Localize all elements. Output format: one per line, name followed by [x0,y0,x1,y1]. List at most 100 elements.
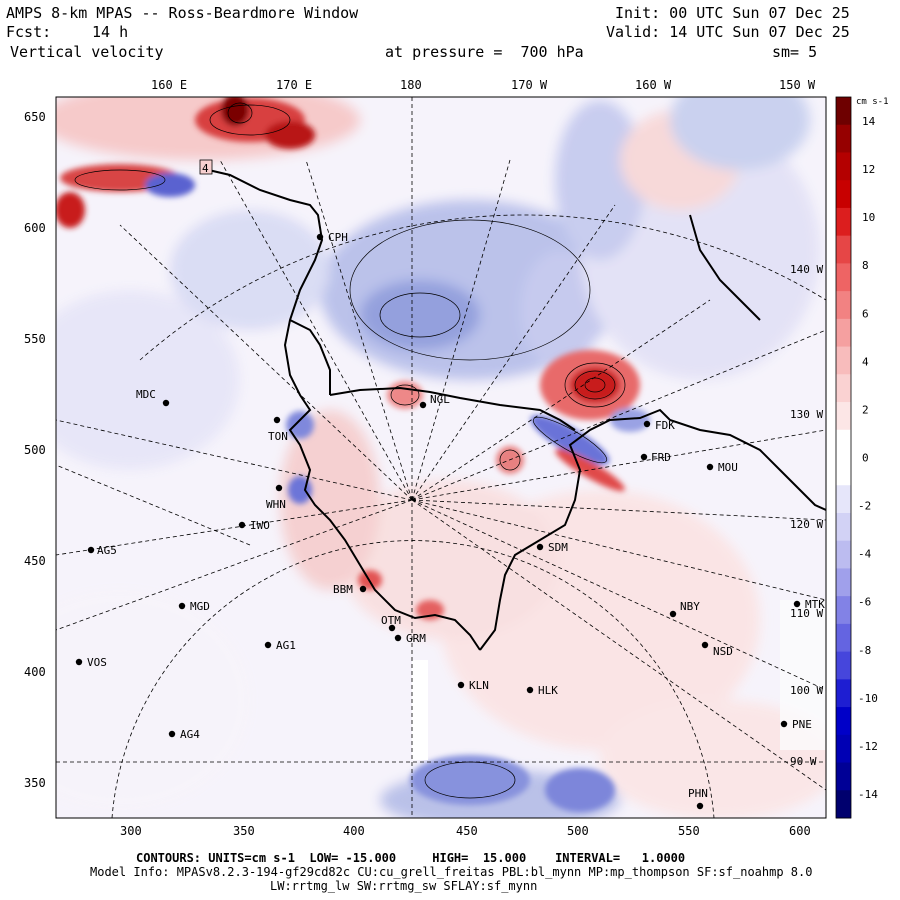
map-frame [55,96,827,819]
station-label: WHN [266,498,286,511]
colorbar-tick-label: -8 [858,644,871,657]
contours-interval: INTERVAL= 1.0000 [555,851,686,865]
left-axis-label: 350 [24,776,46,790]
contour-lines [74,102,626,799]
station-label: MGD [190,600,210,613]
station-frd[interactable]: FRD [640,451,671,464]
bottom-axis-label: 450 [456,824,478,838]
station-phn[interactable]: PHN [688,787,708,810]
bottom-axis-label: 400 [343,824,365,838]
colorbar-tick-label: -6 [858,596,871,609]
station-ngl[interactable]: NGL [419,393,450,409]
bottom-axis-label: 600 [789,824,811,838]
graticule-label: 140 W [790,263,823,276]
station-mtk[interactable]: MTK [793,598,825,611]
colorbar-swatch [836,623,851,653]
colorbar-tick-label: -4 [858,548,872,561]
colorbar-swatch [836,651,851,680]
station-mou[interactable]: MOU [706,461,738,474]
station-nby[interactable]: NBY [669,600,700,618]
station-label: PNE [792,718,812,731]
left-axis-label: 650 [24,110,46,124]
contours-info: CONTOURS: UNITS=cm s-1 LOW= -15.000 HIGH… [136,852,685,865]
left-axis-label: 400 [24,665,46,679]
bottom-axis-label: 500 [567,824,589,838]
station-hlk[interactable]: HLK [526,684,558,697]
station-label: MOU [718,461,738,474]
station-iwo[interactable]: IWO [238,519,270,532]
contours-high: HIGH= 15.000 [432,851,527,865]
colorbar-tick-label: -14 [858,788,878,801]
colorbar-tick-label: 10 [862,211,875,224]
graticule-label: 120 W [790,518,823,531]
colorbar-swatch [836,457,851,486]
station-mgd[interactable]: MGD [178,600,210,613]
colorbar-tick-label: -2 [858,500,871,513]
forecast-hour: 14 h [92,23,129,41]
station-otm[interactable]: OTM [381,614,401,632]
colorbar-swatch [836,235,851,264]
colorbar-swatch [836,429,851,458]
colorbar-tick-label: -10 [858,692,878,705]
colorbar-swatch [836,180,851,209]
station-pne[interactable]: PNE [780,718,812,731]
station-ton[interactable]: TON [268,416,288,443]
forecast-label: Fcst: [6,23,52,41]
top-axis-label: 170 W [511,78,548,92]
contours-label: CONTOURS: [136,851,202,865]
colorbar-swatch [836,512,851,542]
station-grm[interactable]: GRM [394,632,426,645]
station-ag5[interactable]: AG5 [87,544,117,557]
graticule-label: 100 W [790,684,823,697]
station-ag4[interactable]: AG4 [168,728,200,741]
station-label: IWO [250,519,270,532]
station-label: AG5 [97,544,117,557]
station-mdc[interactable]: MDC [136,388,170,407]
bottom-axis-label: 300 [120,824,142,838]
coastline [199,167,826,651]
colorbar-swatch [836,346,851,375]
left-axis-label: 450 [24,554,46,568]
station-whn[interactable]: WHN [266,484,286,511]
colorbar-tick-label: 2 [862,403,869,416]
station-vos[interactable]: VOS [75,656,107,669]
colorbar-tick-label: -12 [858,740,878,753]
station-kln[interactable]: KLN [457,679,489,692]
left-axis-label: 500 [24,443,46,457]
station-label: SDM [548,541,568,554]
contours-units: UNITS=cm s-1 [208,851,295,865]
colorbar-swatch [836,207,851,237]
station-label: OTM [381,614,401,627]
colorbar-swatch [836,568,851,597]
station-nsd[interactable]: NSD [701,641,733,658]
station-ag1[interactable]: AG1 [264,639,296,652]
colorbar: cm s-1 14 12 10 8 6 4 2 0 -2 -4 -6 -8 -10 -12 -14 [835,96,889,819]
stations: CPH MDC NGL FDK TON FRD MOU WHN IWO AG5 … [75,231,825,810]
pressure-level: at pressure = 700 hPa [385,43,584,61]
station-cph[interactable]: CPH [316,231,348,244]
station-label: GRM [406,632,426,645]
station-fdk[interactable]: FDK [643,419,675,432]
colorbar-swatch [836,152,851,181]
colorbar-swatch [836,374,851,403]
graticule-label: 110 W [790,607,823,620]
top-axis-label: 160 W [635,78,672,92]
station-label: HLK [538,684,558,697]
colorbar-swatch [836,790,851,819]
map-title: AMPS 8-km MPAS -- Ross-Beardmore Window [6,4,359,22]
smoothing-value: sm= 5 [772,43,818,61]
left-axis-label: 550 [24,332,46,346]
top-axis: 160 E 170 E 180 170 W 160 W 150 W [151,78,816,92]
station-bbm[interactable]: BBM [333,583,367,596]
bottom-axis: 300 350 400 450 500 550 600 [120,824,811,838]
graticule-label: 130 W [790,408,823,421]
top-axis-label: 160 E [151,78,187,92]
box-label: 4 [202,162,209,175]
colorbar-swatch [836,734,851,764]
station-sdm[interactable]: SDM [536,541,568,554]
colorbar-swatch [836,596,851,625]
bottom-axis-label: 350 [233,824,255,838]
colorbar-swatch [836,124,851,153]
colorbar-swatch [836,318,851,348]
